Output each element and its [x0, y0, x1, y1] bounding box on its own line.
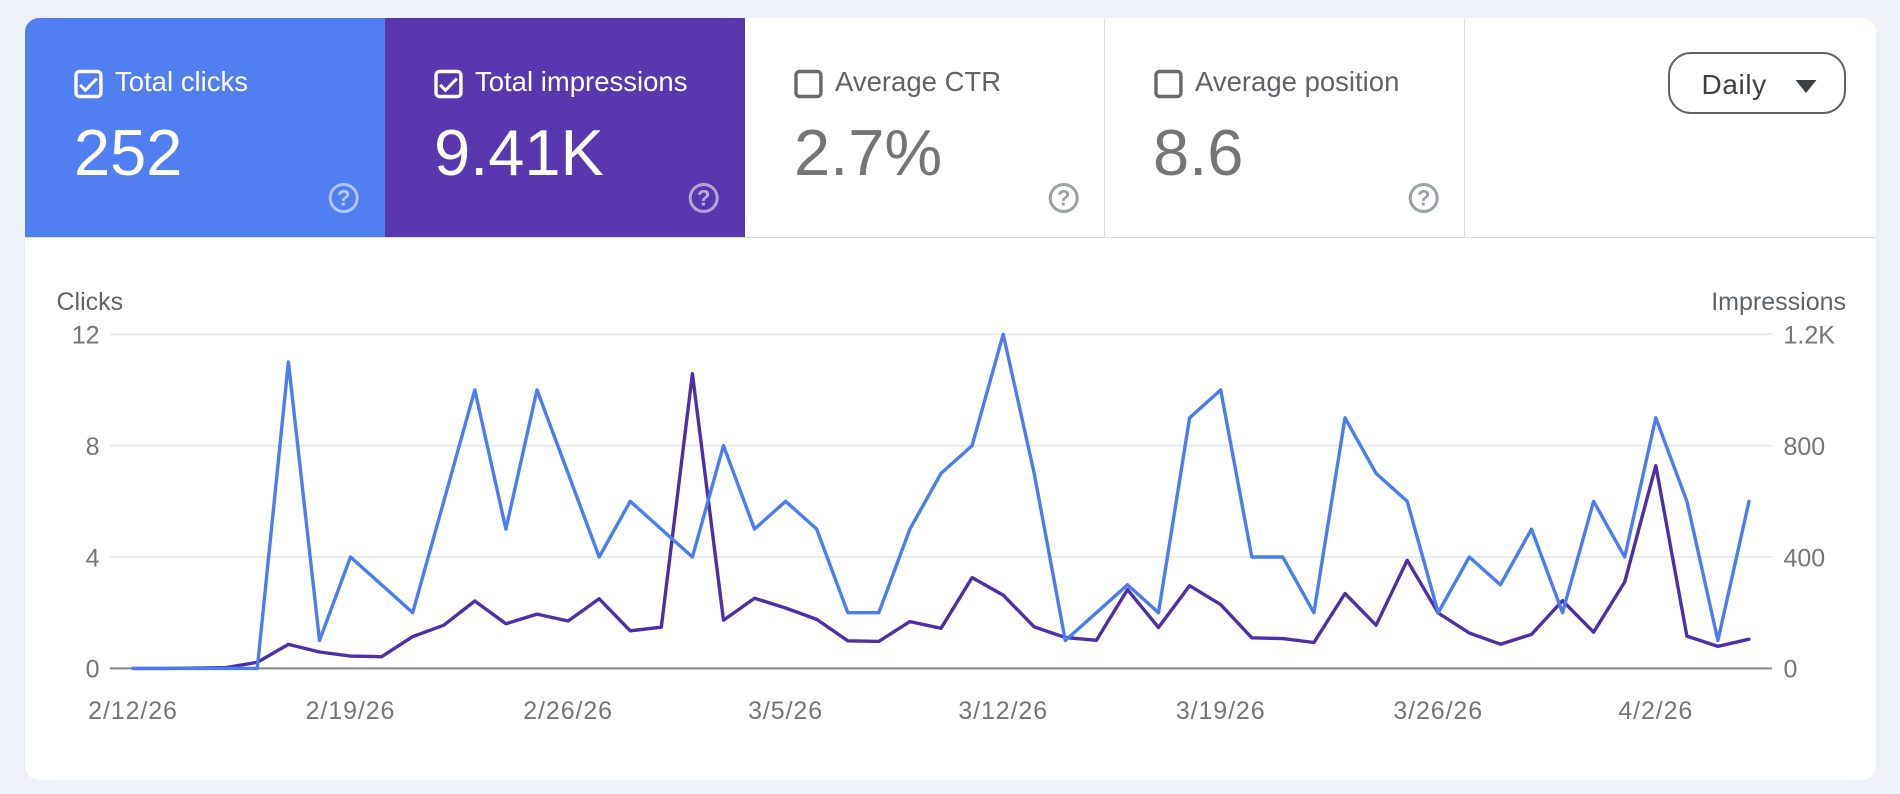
svg-text:1.2K: 1.2K: [1784, 322, 1836, 350]
svg-text:?: ?: [337, 186, 350, 211]
svg-text:3/19/26: 3/19/26: [1176, 697, 1266, 725]
svg-text:0: 0: [1784, 656, 1798, 684]
svg-text:4/2/26: 4/2/26: [1618, 697, 1693, 725]
svg-text:2/12/26: 2/12/26: [88, 697, 178, 725]
svg-text:12: 12: [72, 322, 100, 350]
svg-text:Clicks: Clicks: [57, 288, 124, 316]
svg-text:Impressions: Impressions: [1711, 288, 1846, 316]
svg-text:8: 8: [86, 433, 100, 461]
svg-text:3/12/26: 3/12/26: [958, 697, 1048, 725]
svg-text:?: ?: [1057, 186, 1070, 211]
svg-text:0: 0: [86, 656, 100, 684]
svg-text:800: 800: [1784, 433, 1826, 461]
svg-text:3/26/26: 3/26/26: [1393, 697, 1483, 725]
svg-text:4: 4: [86, 544, 100, 572]
svg-text:3/5/26: 3/5/26: [748, 697, 823, 725]
svg-text:?: ?: [1417, 186, 1430, 211]
svg-text:400: 400: [1784, 544, 1826, 572]
svg-text:?: ?: [697, 186, 710, 211]
svg-text:2/19/26: 2/19/26: [306, 697, 396, 725]
svg-text:Daily: Daily: [1702, 69, 1767, 100]
svg-text:2/26/26: 2/26/26: [523, 697, 613, 725]
